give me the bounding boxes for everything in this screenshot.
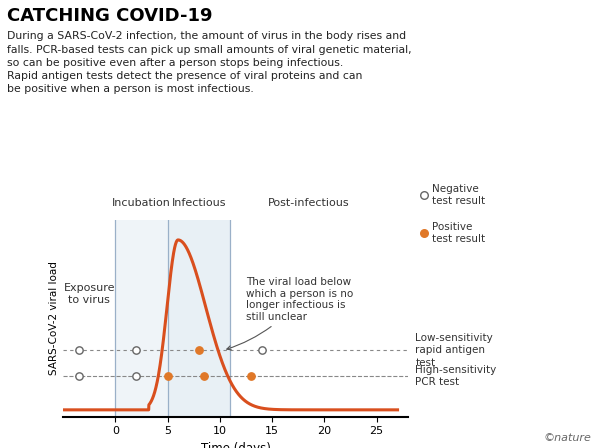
- Text: Positive
test result: Positive test result: [432, 222, 485, 244]
- Point: [194, 347, 204, 354]
- X-axis label: Time (days): Time (days): [200, 442, 271, 448]
- Text: Exposure
to virus: Exposure to virus: [64, 284, 115, 305]
- Point: [419, 191, 428, 198]
- Text: CATCHING COVID-19: CATCHING COVID-19: [7, 7, 212, 25]
- Point: [257, 347, 266, 354]
- Point: [74, 372, 83, 379]
- Text: High-sensitivity
PCR test: High-sensitivity PCR test: [415, 365, 496, 387]
- Text: ©nature: ©nature: [543, 433, 591, 443]
- Point: [74, 347, 83, 354]
- Y-axis label: SARS-CoV-2 viral load: SARS-CoV-2 viral load: [49, 261, 59, 375]
- Point: [419, 229, 428, 237]
- Point: [131, 347, 141, 354]
- Text: The viral load below
which a person is no
longer infectious is
still unclear: The viral load below which a person is n…: [227, 277, 353, 350]
- Point: [247, 372, 256, 379]
- Bar: [167, 220, 230, 417]
- Text: Infectious: Infectious: [172, 198, 226, 208]
- Point: [131, 372, 141, 379]
- Text: Low-sensitivity
rapid antigen
test: Low-sensitivity rapid antigen test: [415, 333, 493, 368]
- Point: [199, 372, 209, 379]
- Text: Negative
test result: Negative test result: [432, 184, 485, 206]
- Bar: [115, 220, 167, 417]
- Text: During a SARS-CoV-2 infection, the amount of virus in the body rises and
falls. : During a SARS-CoV-2 infection, the amoun…: [7, 31, 412, 94]
- Point: [163, 372, 172, 379]
- Text: Post-infectious: Post-infectious: [268, 198, 349, 208]
- Text: Incubation: Incubation: [112, 198, 171, 208]
